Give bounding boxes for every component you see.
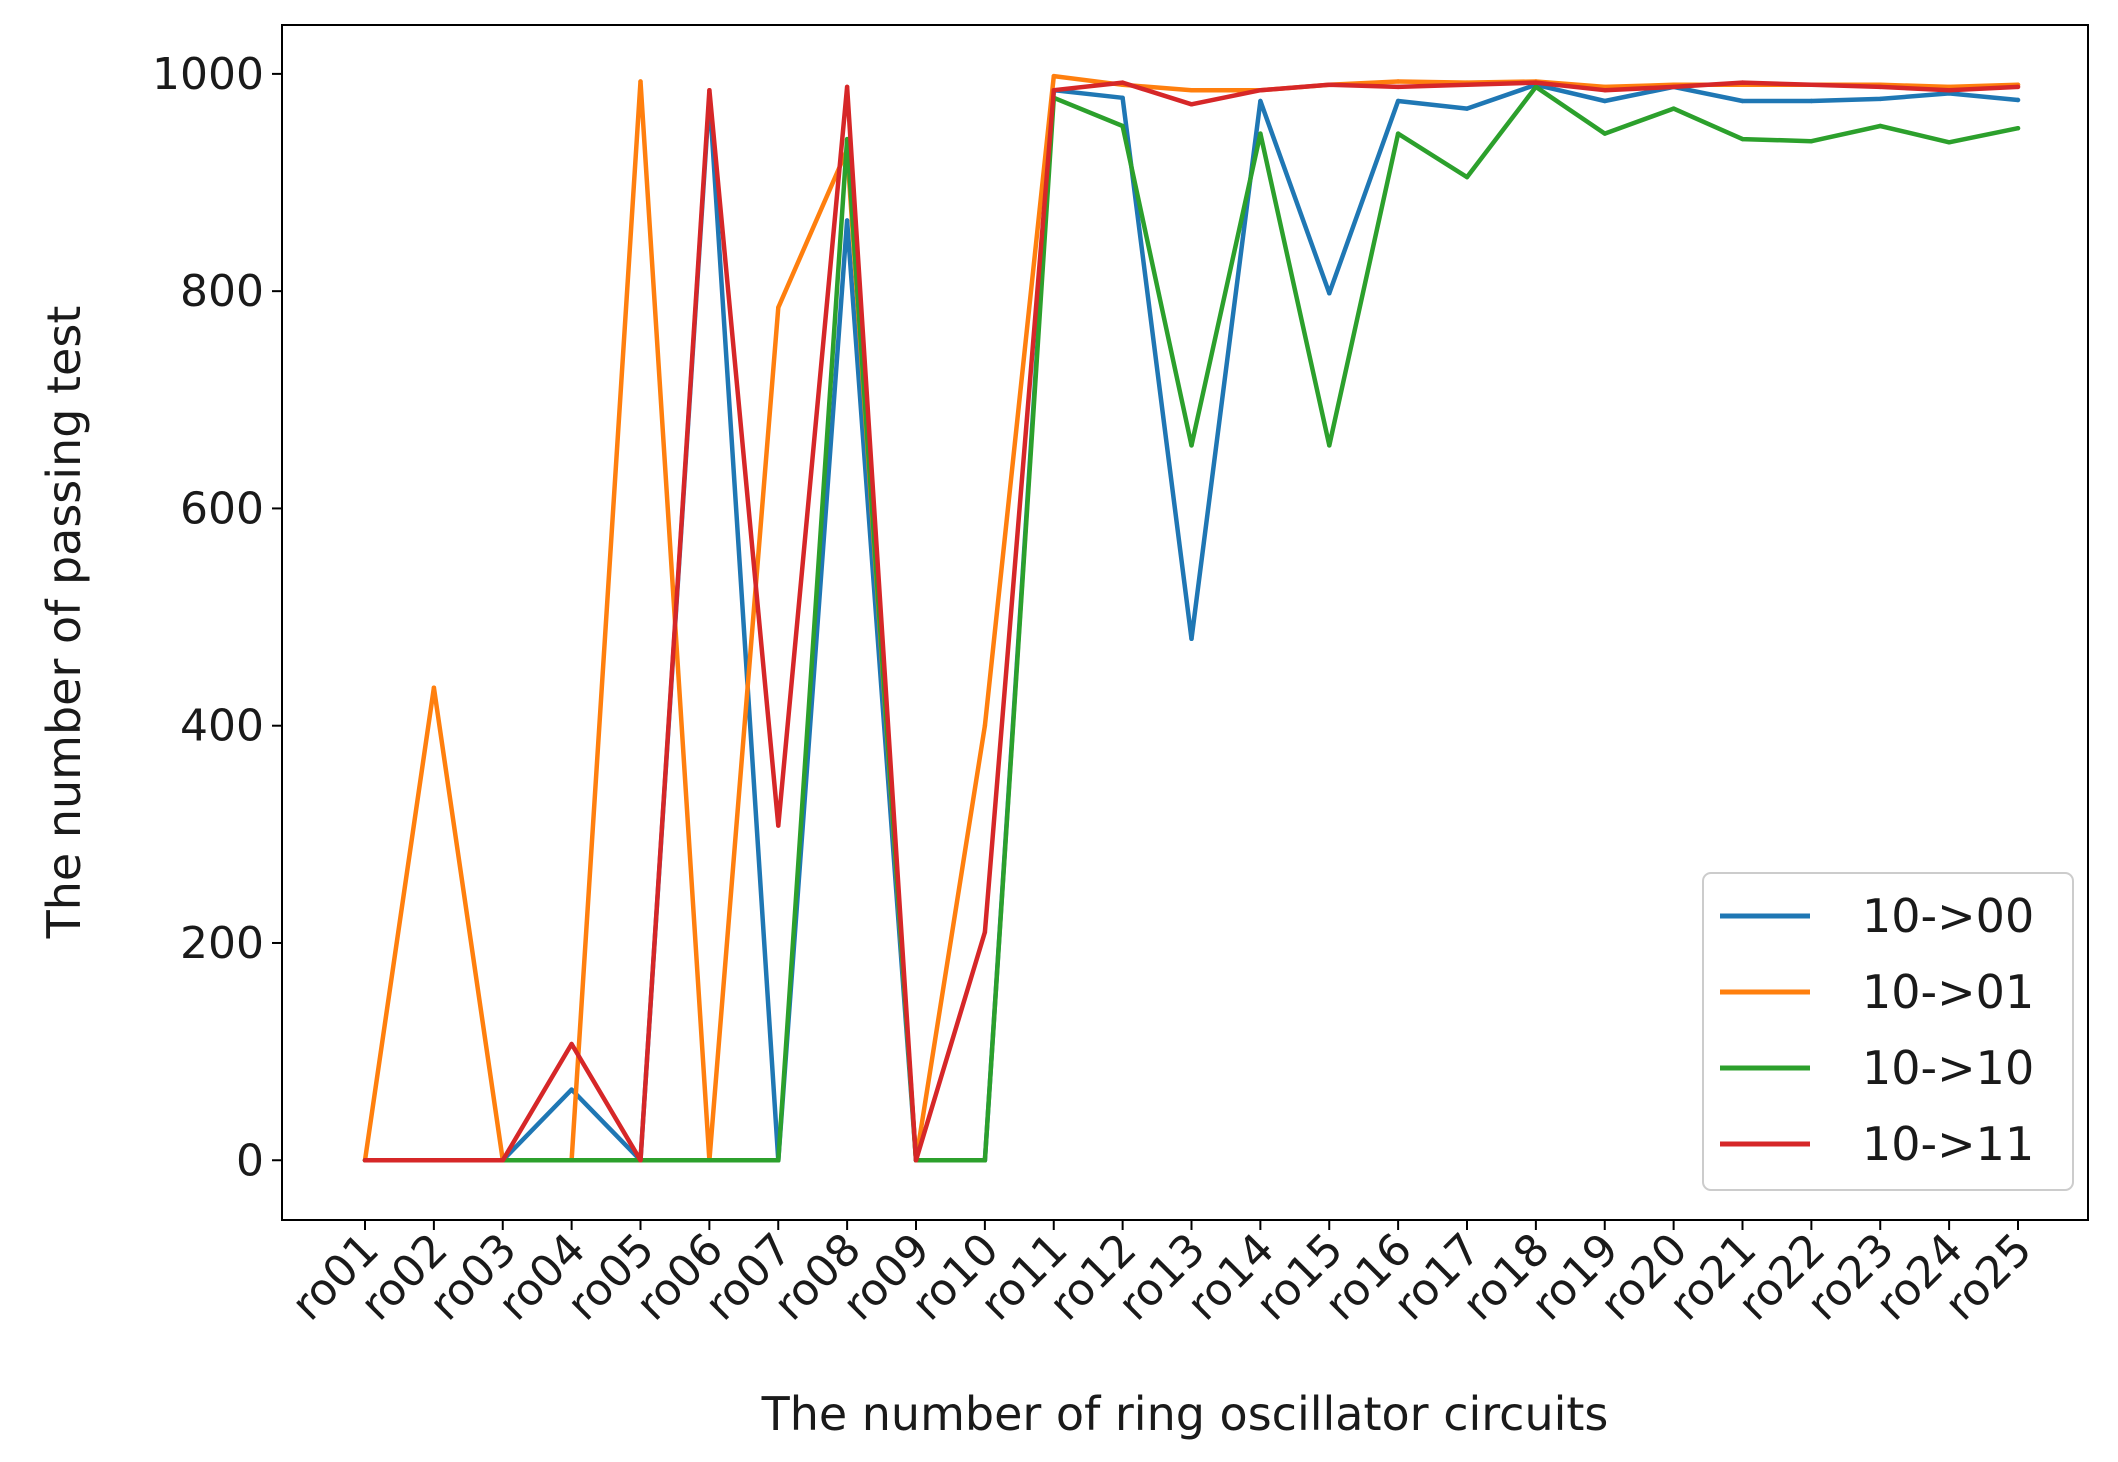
data-point bbox=[982, 1158, 988, 1163]
y-tick-label: 200 bbox=[180, 918, 264, 969]
legend-label-2: 10->10 bbox=[1862, 1041, 2034, 1095]
legend-label-0: 10->00 bbox=[1862, 889, 2034, 943]
plot-area-frame bbox=[281, 24, 2089, 1221]
legend-box bbox=[1702, 872, 2074, 1191]
data-point bbox=[1051, 88, 1057, 93]
data-point bbox=[2015, 126, 2021, 131]
data-point bbox=[1671, 106, 1676, 111]
data-point bbox=[431, 1158, 437, 1163]
data-point bbox=[1878, 84, 1883, 90]
data-point bbox=[1464, 82, 1470, 88]
data-point bbox=[913, 1158, 919, 1163]
data-point bbox=[638, 79, 643, 84]
data-point bbox=[1258, 88, 1263, 93]
data-point bbox=[1395, 84, 1401, 90]
data-point bbox=[1258, 131, 1263, 136]
data-point bbox=[776, 823, 781, 828]
data-point bbox=[1878, 123, 1883, 129]
data-point bbox=[1464, 106, 1470, 111]
data-point bbox=[431, 685, 437, 690]
data-point bbox=[2015, 97, 2021, 103]
data-point bbox=[500, 1158, 505, 1163]
legend-label-3: 10->11 bbox=[1862, 1117, 2034, 1171]
x-axis: ro01ro02ro03ro04ro05ro06ro07ro08ro09ro10… bbox=[282, 1220, 2042, 1331]
data-point bbox=[1189, 443, 1194, 448]
data-point bbox=[1809, 82, 1814, 88]
data-point bbox=[776, 1158, 781, 1163]
data-point bbox=[638, 1158, 643, 1163]
data-point bbox=[844, 84, 850, 90]
data-point bbox=[1120, 95, 1125, 101]
data-point bbox=[2015, 84, 2021, 90]
data-point bbox=[1189, 88, 1194, 93]
data-point bbox=[1395, 131, 1401, 136]
series-lines bbox=[362, 73, 2021, 1163]
data-point bbox=[844, 218, 850, 223]
y-tick-label: 400 bbox=[180, 701, 264, 752]
data-point bbox=[569, 1158, 574, 1163]
data-point bbox=[1051, 73, 1057, 79]
data-point bbox=[1809, 139, 1814, 144]
data-point bbox=[982, 723, 988, 728]
y-tick-label: 600 bbox=[180, 483, 264, 534]
data-point bbox=[1120, 123, 1125, 129]
data-point bbox=[1120, 80, 1125, 85]
data-point bbox=[1809, 98, 1814, 104]
data-point bbox=[1327, 291, 1332, 296]
data-point bbox=[1946, 88, 1952, 93]
data-point bbox=[1946, 140, 1952, 145]
y-axis-title: The number of passing test bbox=[37, 306, 91, 940]
y-tick-label: 0 bbox=[236, 1135, 264, 1186]
data-point bbox=[1740, 136, 1745, 142]
data-point bbox=[982, 929, 988, 935]
legend: 10->00 10->01 10->10 10->11 bbox=[1702, 872, 2074, 1191]
data-point bbox=[362, 1158, 368, 1163]
data-point bbox=[1533, 84, 1539, 90]
data-point bbox=[1602, 98, 1608, 104]
data-point bbox=[1533, 80, 1539, 85]
data-point bbox=[1671, 84, 1676, 90]
y-tick-label: 800 bbox=[180, 266, 264, 317]
data-point bbox=[1327, 82, 1332, 88]
data-point bbox=[1740, 98, 1745, 104]
y-axis: 0 200 400 600 800 1000 bbox=[152, 49, 282, 1186]
data-point bbox=[569, 1041, 574, 1047]
data-point bbox=[776, 305, 781, 310]
data-point bbox=[1189, 102, 1194, 107]
data-point bbox=[707, 1158, 712, 1163]
data-point bbox=[569, 1087, 574, 1092]
data-point bbox=[1878, 96, 1883, 102]
data-point bbox=[1189, 636, 1194, 641]
x-axis-title: The number of ring oscillator circuits bbox=[761, 1387, 1609, 1441]
data-point bbox=[1740, 80, 1745, 85]
data-point bbox=[1395, 79, 1401, 84]
data-point bbox=[1327, 443, 1332, 448]
data-point bbox=[1395, 98, 1401, 104]
legend-label-1: 10->01 bbox=[1862, 965, 2034, 1019]
data-point bbox=[707, 88, 712, 93]
data-point bbox=[1602, 131, 1608, 136]
data-point bbox=[1258, 98, 1263, 104]
y-tick-label: 1000 bbox=[152, 49, 264, 100]
data-point bbox=[1464, 174, 1470, 180]
data-point bbox=[1602, 88, 1608, 93]
